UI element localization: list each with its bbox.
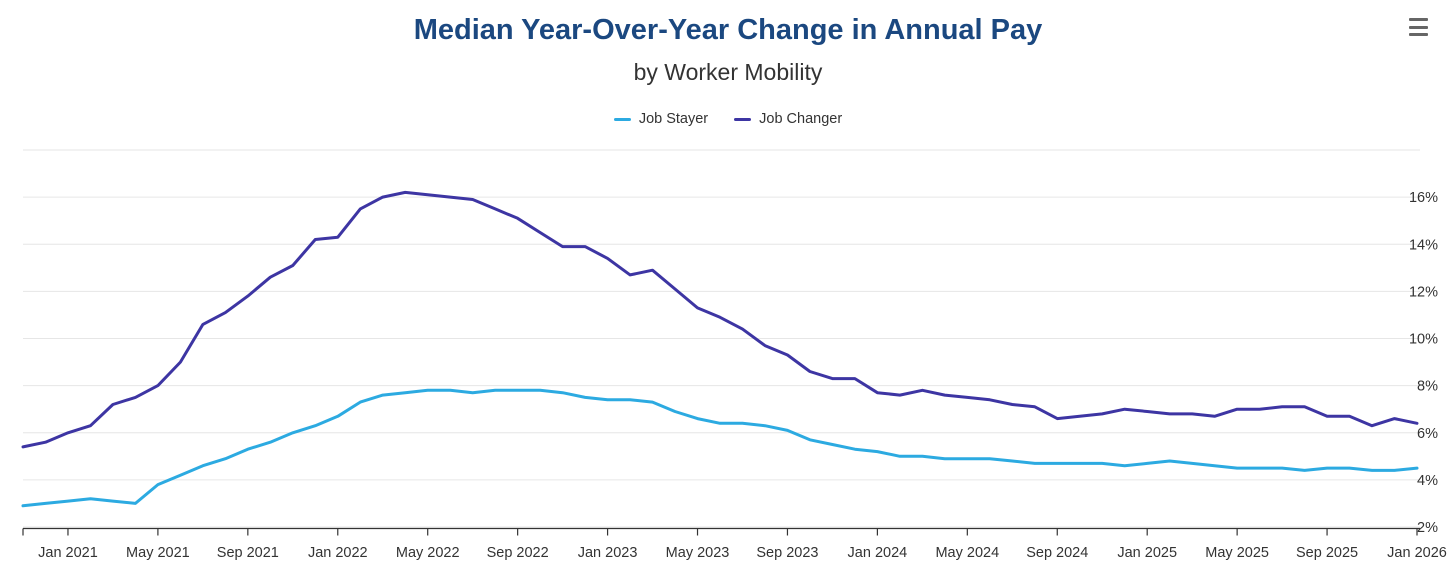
x-axis-label: May 2025: [1205, 545, 1269, 561]
y-axis-label: 16%: [1409, 190, 1438, 206]
y-axis-label: 2%: [1417, 520, 1438, 536]
y-axis-label: 14%: [1409, 237, 1438, 253]
x-axis-label: Jan 2024: [848, 545, 908, 561]
y-axis-label: 4%: [1417, 473, 1438, 489]
chart-legend: Job Stayer Job Changer: [0, 111, 1456, 127]
x-axis-label: Jan 2021: [38, 545, 98, 561]
hamburger-bar: [1409, 33, 1428, 36]
x-axis-label: Sep 2024: [1026, 545, 1088, 561]
y-axis-label: 6%: [1417, 426, 1438, 442]
x-axis-label: May 2024: [935, 545, 999, 561]
job-stayer-line[interactable]: [21, 388, 1419, 508]
x-axis-label: Jan 2026: [1387, 545, 1447, 561]
x-axis-label: Sep 2023: [756, 545, 818, 561]
y-axis-label: 12%: [1409, 284, 1438, 300]
job-changer-line[interactable]: [21, 190, 1419, 449]
x-axis-label: May 2021: [126, 545, 190, 561]
page-title: Median Year-Over-Year Change in Annual P…: [413, 14, 1043, 46]
legend-item-job-changer[interactable]: Job Changer: [734, 111, 842, 127]
hamburger-bar: [1409, 18, 1428, 21]
x-axis-label: Jan 2022: [308, 545, 368, 561]
legend-item-job-stayer[interactable]: Job Stayer: [613, 111, 709, 127]
x-axis-label: Sep 2025: [1296, 545, 1358, 561]
legend-label: Job Stayer: [638, 111, 709, 127]
job-stayer-line-icon: [613, 117, 631, 121]
x-axis-label: May 2022: [396, 545, 460, 561]
hamburger-bar: [1409, 25, 1428, 29]
hamburger-menu-icon[interactable]: [1409, 17, 1431, 37]
x-axis-label: Jan 2025: [1117, 545, 1177, 561]
x-axis-label: May 2023: [666, 545, 730, 561]
legend-label: Job Changer: [759, 111, 843, 127]
x-axis-label: Jan 2023: [578, 545, 638, 561]
x-axis-label: Sep 2022: [487, 545, 549, 561]
chart-subtitle: by Worker Mobility: [633, 59, 823, 85]
y-axis-label: 10%: [1409, 332, 1438, 348]
x-axis-label: Sep 2021: [217, 545, 279, 561]
job-changer-line-icon: [734, 117, 752, 121]
y-axis-label: 8%: [1417, 379, 1438, 395]
